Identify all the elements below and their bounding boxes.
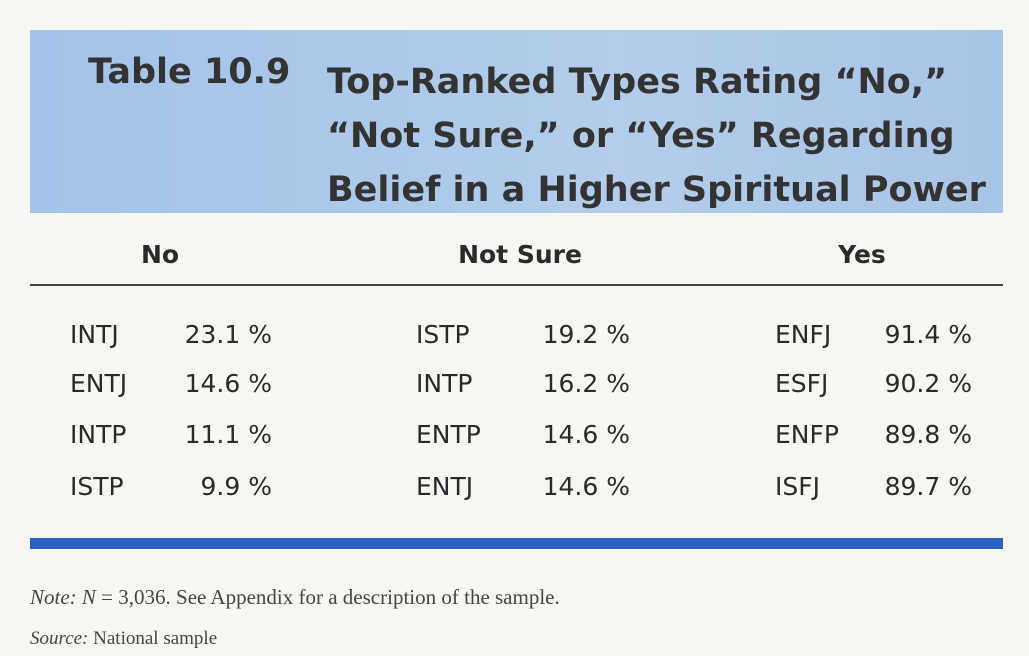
title-band — [30, 30, 1003, 213]
percent-cell: 14.6 % — [542, 472, 630, 501]
table-label: Table 10.9 — [88, 52, 291, 92]
type-cell: INTJ — [70, 320, 119, 349]
type-cell: ISTP — [416, 320, 470, 349]
title-line: Belief in a Higher Spiritual Power — [327, 170, 986, 210]
percent-cell: 14.6 % — [542, 420, 630, 449]
percent-cell: 19.2 % — [542, 320, 630, 349]
title-line: “Not Sure,” or “Yes” Regarding — [327, 116, 955, 156]
percent-cell: 89.7 % — [884, 472, 972, 501]
percent-cell: 9.9 % — [200, 472, 272, 501]
percent-cell: 90.2 % — [884, 369, 972, 398]
type-cell: INTP — [70, 420, 127, 449]
percent-cell: 89.8 % — [884, 420, 972, 449]
type-cell: ENFJ — [775, 320, 832, 349]
title-line: Top-Ranked Types Rating “No,” — [327, 62, 948, 102]
percent-cell: 16.2 % — [542, 369, 630, 398]
percent-cell: 14.6 % — [184, 369, 272, 398]
column-header: Yes — [838, 240, 886, 269]
note-text: = 3,036. See Appendix for a description … — [101, 585, 560, 609]
bottom-bar — [30, 538, 1003, 549]
type-cell: ISTP — [70, 472, 124, 501]
type-cell: ENTP — [416, 420, 481, 449]
percent-cell: 91.4 % — [884, 320, 972, 349]
header-rule — [30, 284, 1003, 286]
column-header: Not Sure — [458, 240, 582, 269]
source-text: National sample — [93, 628, 218, 649]
type-cell: ISFJ — [775, 472, 820, 501]
type-cell: ENFP — [775, 420, 839, 449]
note-label: Note: — [30, 585, 77, 609]
source-label: Source: — [30, 628, 89, 649]
note: Note: N = 3,036. See Appendix for a desc… — [30, 585, 560, 610]
percent-cell: 23.1 % — [184, 320, 272, 349]
note-variable: N — [81, 585, 96, 609]
type-cell: ESFJ — [775, 369, 829, 398]
source: Source: National sample — [30, 628, 217, 650]
type-cell: ENTJ — [70, 369, 128, 398]
percent-cell: 11.1 % — [184, 420, 272, 449]
column-header: No — [140, 240, 180, 269]
type-cell: INTP — [416, 369, 473, 398]
type-cell: ENTJ — [416, 472, 474, 501]
